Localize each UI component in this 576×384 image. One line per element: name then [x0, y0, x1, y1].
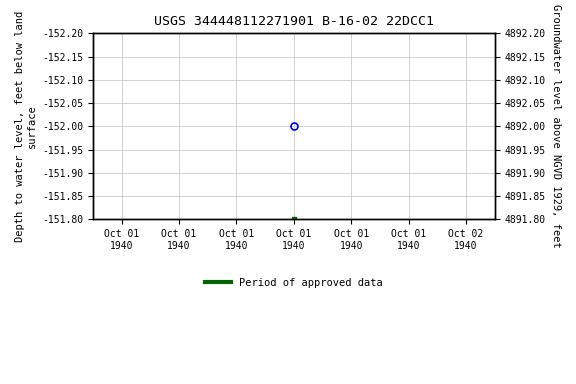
Y-axis label: Depth to water level, feet below land
surface: Depth to water level, feet below land su…	[15, 11, 37, 242]
Y-axis label: Groundwater level above NGVD 1929, feet: Groundwater level above NGVD 1929, feet	[551, 5, 561, 248]
Title: USGS 344448112271901 B-16-02 22DCC1: USGS 344448112271901 B-16-02 22DCC1	[154, 15, 434, 28]
Legend: Period of approved data: Period of approved data	[200, 274, 387, 292]
